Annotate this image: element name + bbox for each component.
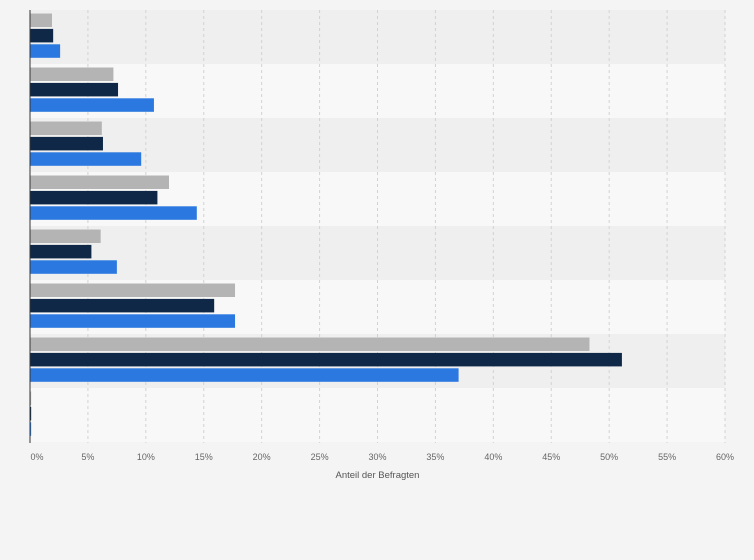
x-tick-label: 0%	[30, 452, 43, 462]
bar	[30, 67, 114, 81]
x-tick-label: 15%	[195, 452, 213, 462]
bar	[30, 244, 92, 259]
bar	[30, 175, 169, 189]
x-tick-label: 20%	[253, 452, 271, 462]
x-tick-label: 60%	[716, 452, 734, 462]
x-tick-label: 40%	[484, 452, 502, 462]
bar	[30, 152, 142, 166]
bar	[30, 82, 119, 97]
bar	[30, 28, 54, 43]
x-tick-label: 55%	[658, 452, 676, 462]
bar	[30, 260, 117, 274]
x-tick-labels: 0% 5% 10% 15% 20% 25% 30% 35% 40% 45% 50% 55% 60%	[30, 452, 734, 462]
bar	[30, 229, 101, 243]
bar	[30, 98, 154, 112]
x-tick-label: 50%	[600, 452, 618, 462]
x-tick-label: 5%	[81, 452, 94, 462]
bar	[30, 352, 622, 367]
bar	[30, 190, 158, 205]
bar	[30, 283, 236, 297]
bar	[30, 422, 32, 436]
bar	[30, 13, 53, 27]
bar	[30, 368, 459, 382]
x-tick-label: 45%	[542, 452, 560, 462]
bar	[30, 391, 32, 405]
x-tick-label: 35%	[426, 452, 444, 462]
x-tick-label: 30%	[368, 452, 386, 462]
bar	[30, 121, 102, 135]
bar	[30, 337, 590, 351]
bar	[30, 298, 215, 313]
bar	[30, 206, 197, 220]
x-axis-title: Anteil der Befragten	[336, 470, 420, 481]
bars	[30, 13, 622, 436]
bar	[30, 44, 61, 58]
bar	[30, 406, 32, 421]
bar	[30, 136, 103, 151]
x-tick-label: 25%	[311, 452, 329, 462]
bar	[30, 314, 236, 328]
x-tick-label: 10%	[137, 452, 155, 462]
